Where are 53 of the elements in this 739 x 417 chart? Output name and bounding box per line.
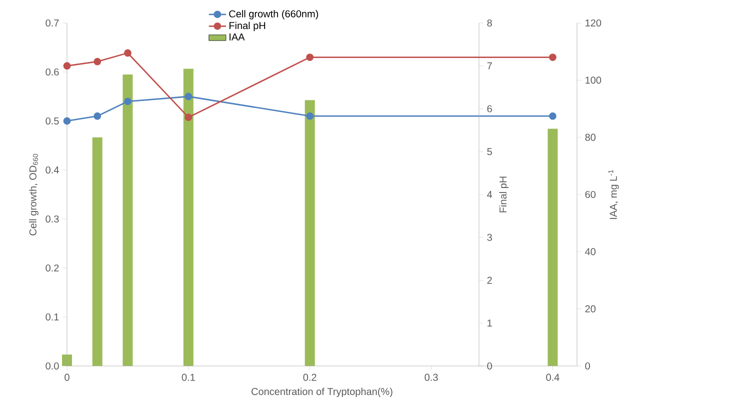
y-tick-label: 0.7 <box>46 19 59 27</box>
y2-tick-label: 20 <box>585 305 596 312</box>
bar <box>183 68 194 366</box>
y-tick-label: 0.0 <box>46 362 59 370</box>
bar <box>548 128 558 366</box>
x-axis-title: Concentration of Tryptophan(%) <box>252 388 392 398</box>
legend-label: IAA <box>230 34 245 40</box>
y-tick-label: 0.5 <box>46 117 59 125</box>
x-tick-label: 0.2 <box>303 374 316 381</box>
point <box>63 62 71 70</box>
point <box>184 114 192 122</box>
legend-label: Final pH <box>229 22 266 32</box>
y2-tick-label: 120 <box>586 19 602 27</box>
point <box>94 112 102 120</box>
point <box>184 92 192 100</box>
point <box>124 49 132 57</box>
x-tick-label: 0.1 <box>182 374 195 381</box>
bar <box>122 74 133 366</box>
bar <box>304 100 315 366</box>
y2-tick-label: 0 <box>585 362 590 370</box>
y-tick-label: 0.4 <box>46 166 59 174</box>
x-tick-label: 0.3 <box>424 374 438 381</box>
y-tick-label: 0.2 <box>46 264 59 272</box>
x-tick-label: 0.4 <box>546 374 560 381</box>
y-tick-label: 0.1 <box>46 313 59 321</box>
y3-tick-label: 8 <box>487 19 492 27</box>
y-axis-title: Cell growth, OD$_{660}$ <box>29 154 38 236</box>
point <box>549 112 556 120</box>
y3-axis-title: Final pH <box>499 176 509 212</box>
legend-label: Cell growth (660nm) <box>229 10 318 20</box>
y3-tick-label: 2 <box>487 276 492 284</box>
y3-tick-label: 0 <box>487 362 492 370</box>
point <box>63 117 71 125</box>
y2-tick-label: 60 <box>585 190 596 198</box>
y3-tick-label: 1 <box>488 320 492 327</box>
y2-tick-label: 40 <box>585 248 596 256</box>
y-tick-label: 0.6 <box>46 68 59 76</box>
y3-tick-label: 4 <box>487 191 492 198</box>
point <box>306 112 314 120</box>
point <box>94 58 102 66</box>
x-tick-label: 0 <box>64 374 70 381</box>
point <box>549 54 556 61</box>
y2-tick-label: 80 <box>585 134 596 141</box>
bar <box>92 137 102 366</box>
y3-tick-label: 5 <box>487 148 492 156</box>
y-tick-label: 0.3 <box>46 215 59 223</box>
y3-tick-label: 7 <box>487 62 492 70</box>
point <box>124 98 132 106</box>
y3-tick-label: 6 <box>487 105 492 112</box>
y3-tick-label: 3 <box>487 234 492 241</box>
point <box>306 54 314 61</box>
y2-tick-label: 100 <box>586 76 602 84</box>
y2-axis-title: IAA, mg L$^{-1}$ <box>608 170 619 219</box>
